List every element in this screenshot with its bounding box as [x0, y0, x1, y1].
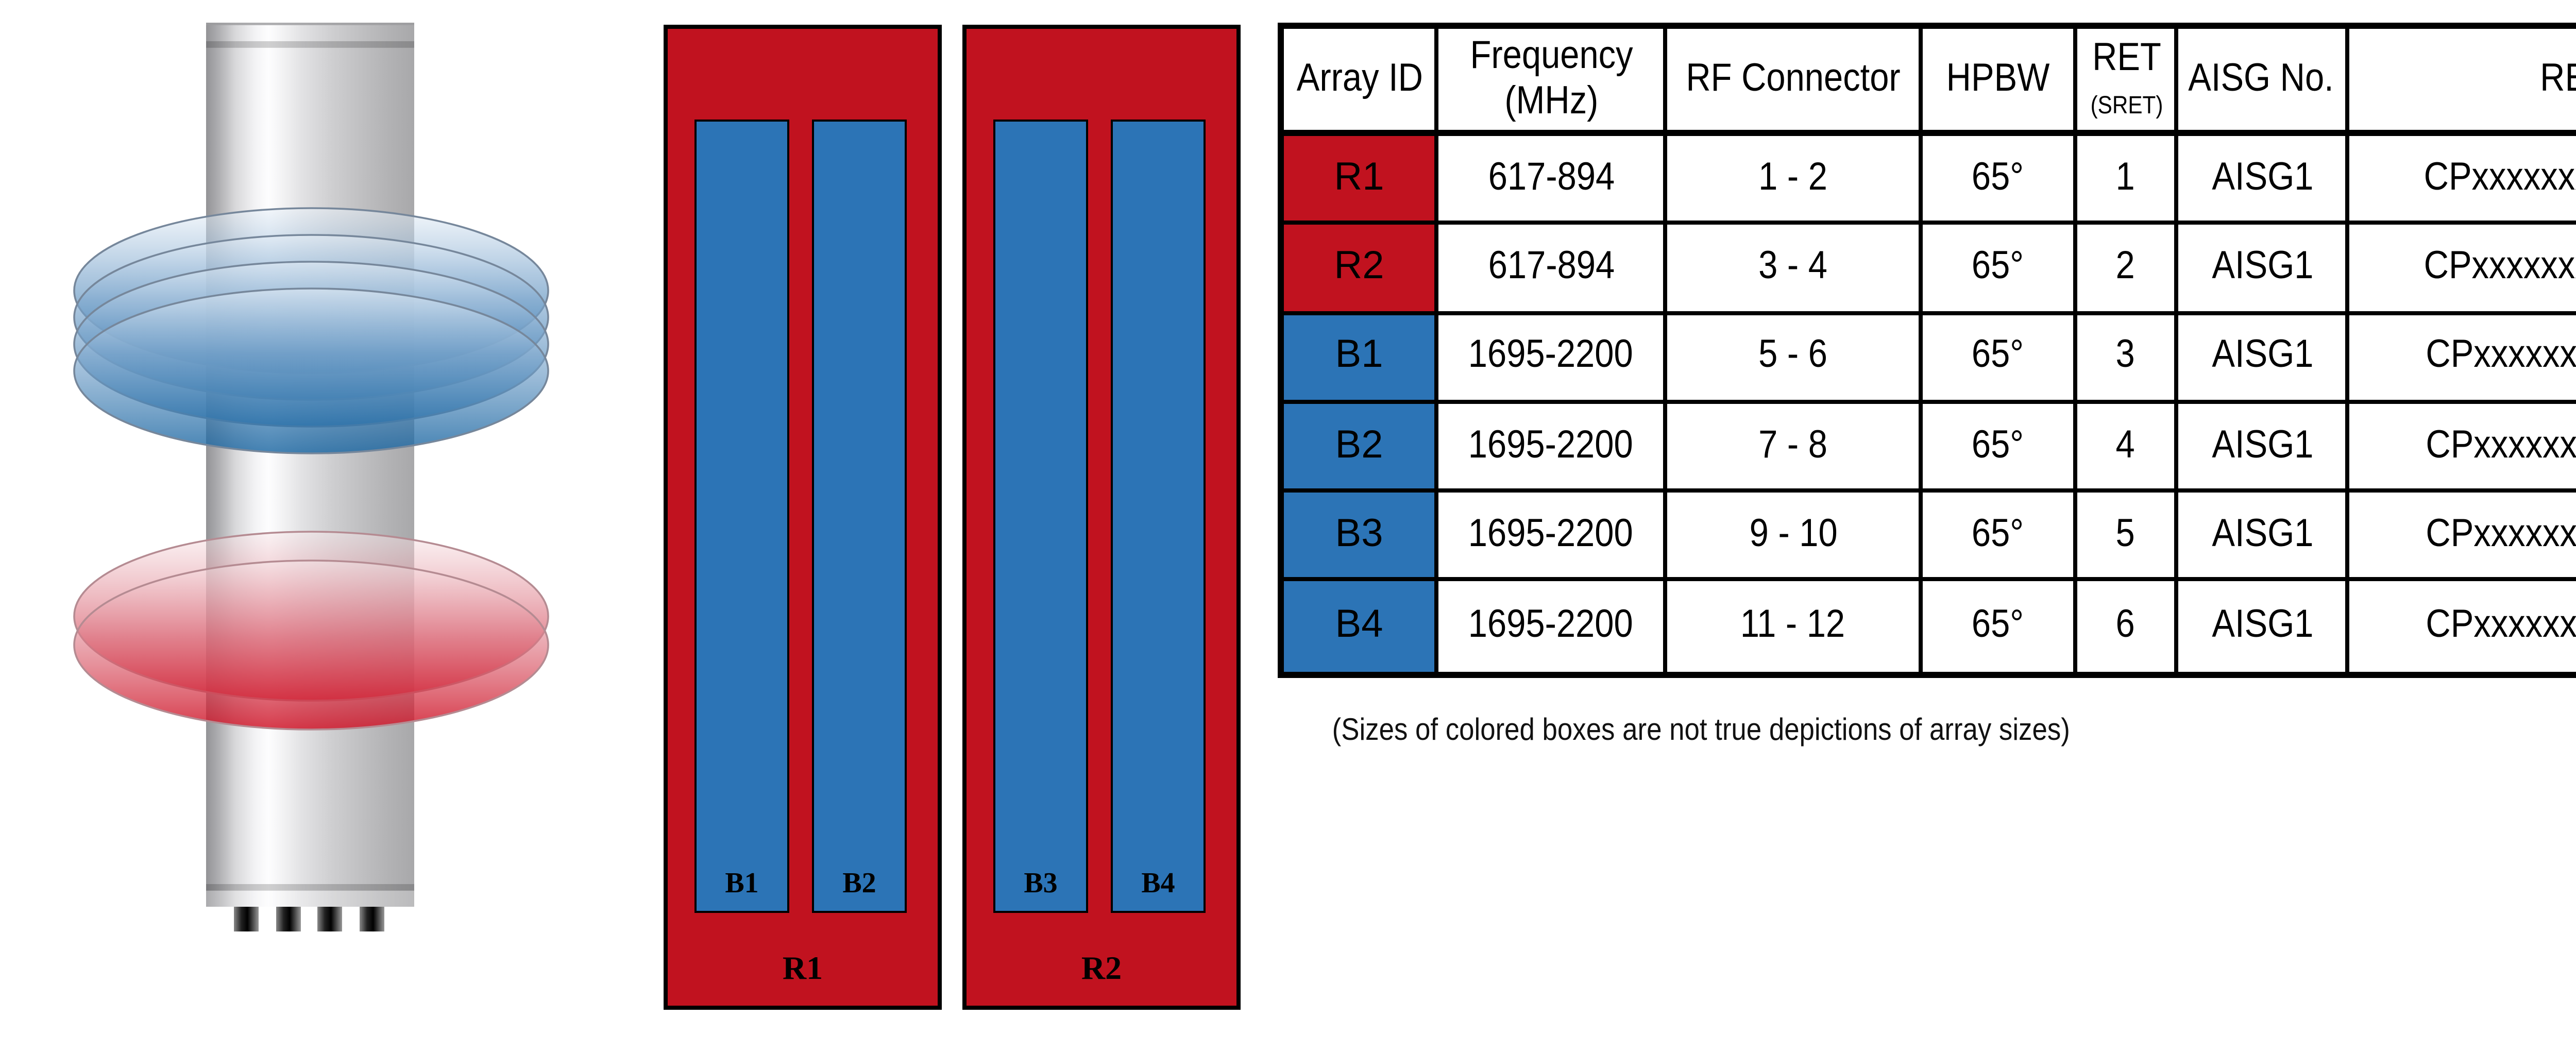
cell-ret-uid: CPxxxxxxxxxxxxxxxxB2	[2349, 404, 2576, 493]
antenna-svg	[73, 23, 549, 931]
cylinder-bottom-rim	[206, 884, 414, 891]
cylinder-top-edge	[206, 23, 414, 25]
size-disclaimer-note: (Sizes of colored boxes are not true dep…	[1332, 713, 2070, 748]
cylinder-bottom-skirt	[206, 890, 414, 907]
array-spec-table: Array ID Frequency (MHz) RF Connector HP…	[1278, 23, 2576, 678]
cell-array-id: B4	[1284, 582, 1438, 672]
blue-beam-4	[73, 287, 549, 454]
cell-array-id: B1	[1284, 314, 1438, 404]
cell-frequency: 1695-2200	[1438, 582, 1667, 672]
header-ret-uid: RET UID	[2349, 29, 2576, 136]
header-aisg-no: AISG No.	[2178, 29, 2349, 136]
cell-hpbw: 65°	[1923, 582, 2077, 672]
cell-ret-uid: CPxxxxxxxxxxxxxxxxB3	[2349, 493, 2576, 582]
cell-aisg: AISG1	[2178, 314, 2349, 404]
cell-aisg: AISG1	[2178, 403, 2349, 493]
rf-port-stub-4	[360, 907, 384, 931]
array-panel-label: R1	[782, 952, 823, 987]
cell-array-id: B2	[1284, 403, 1438, 493]
array-bar-label: B2	[842, 870, 876, 901]
cell-hpbw: 65°	[1923, 225, 2077, 315]
cell-ret: 2	[2077, 225, 2178, 315]
cell-ret-uid: CPxxxxxxxxxxxxxxxxB4	[2425, 604, 2576, 648]
cell-aisg: AISG1	[2178, 582, 2349, 672]
array-panel-r2: B3 B4 R2	[962, 25, 1241, 1010]
cell-aisg: AISG1	[2178, 493, 2349, 582]
header-ret: RET (SRET)	[2077, 29, 2178, 136]
cell-frequency: 1695-2200	[1438, 493, 1667, 582]
cell-rf-connector: 9 - 10	[1667, 493, 1923, 582]
antenna-illustration	[0, 0, 629, 1041]
cell-rf-connector: 5 - 6	[1667, 314, 1923, 404]
cell-rf-connector: 1 - 2	[1667, 136, 1923, 226]
rf-port-stub-2	[276, 907, 301, 931]
header-frequency: Frequency (MHz)	[1438, 29, 1667, 136]
cell-array-id: B3	[1284, 493, 1438, 582]
cell-hpbw: 65°	[1923, 403, 2077, 493]
array-bar-b3: B3	[993, 120, 1088, 913]
cell-hpbw: 65°	[1923, 493, 2077, 582]
header-hpbw: HPBW	[1923, 29, 2077, 136]
cell-array-id: R2	[1284, 225, 1438, 315]
array-bar-label: B1	[725, 870, 759, 901]
cell-ret: 6	[2077, 582, 2178, 672]
cell-ret-uid: CPxxxxxxxxxxxxxxxxB1	[2349, 314, 2576, 404]
header-array-id: Array ID	[1284, 29, 1438, 136]
red-beam-2	[73, 560, 549, 731]
cell-rf-connector: 3 - 4	[1667, 225, 1923, 315]
cylinder-top-rim	[206, 41, 414, 48]
rf-port-stub-1	[234, 907, 259, 931]
cell-frequency: 617-894	[1438, 225, 1667, 315]
header-rf-connector: RF Connector	[1667, 29, 1923, 136]
cell-ret-uid: CPxxxxxxxxxxxxxxxxR2	[2349, 225, 2576, 315]
cell-rf-connector: 7 - 8	[1667, 403, 1923, 493]
cell-ret: 5	[2077, 493, 2178, 582]
array-panel-label: R2	[1081, 952, 1122, 987]
cell-ret-uid: CPxxxxxxxxxxxxxxxxR1	[2349, 136, 2576, 226]
antenna-cylinder	[206, 23, 414, 907]
array-panel-r1: B1 B2 R1	[664, 25, 942, 1010]
cell-hpbw: 65°	[1923, 314, 2077, 404]
cell-ret: 3	[2077, 314, 2178, 404]
cell-hpbw: 65°	[1923, 136, 2077, 226]
array-bar-b4: B4	[1111, 120, 1206, 913]
cell-ret: 4	[2077, 403, 2178, 493]
cell-frequency: 1695-2200	[1438, 314, 1667, 404]
array-bar-label: B4	[1141, 870, 1175, 901]
array-bar-b2: B2	[812, 120, 907, 913]
array-bar-label: B3	[1024, 870, 1058, 901]
cell-array-id: R1	[1284, 136, 1438, 226]
cell-frequency: 1695-2200	[1438, 403, 1667, 493]
cell-aisg: AISG1	[2178, 225, 2349, 315]
array-bar-b1: B1	[694, 120, 789, 913]
cell-aisg: AISG1	[2178, 136, 2349, 226]
rf-port-stub-3	[317, 907, 342, 931]
cell-frequency: 617-894	[1438, 136, 1667, 226]
cell-rf-connector: 11 - 12	[1667, 582, 1923, 672]
cell-ret: 1	[2077, 136, 2178, 226]
